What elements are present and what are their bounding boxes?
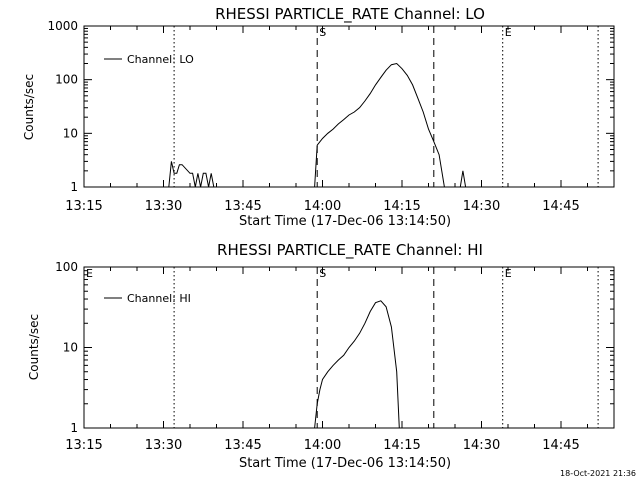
legend: Channel: LO: [104, 53, 194, 66]
y-axis-label: Counts/sec: [22, 74, 36, 140]
series-line: [314, 300, 400, 429]
legend-label: Channel: HI: [127, 292, 191, 305]
legend: Channel: HI: [104, 292, 191, 305]
x-axis-label: Start Time (17-Dec-06 13:14:50): [239, 456, 451, 471]
x-tick-label: 13:15: [65, 199, 102, 214]
x-tick-label: 14:45: [542, 199, 579, 214]
y-axis-label: Counts/sec: [27, 314, 41, 380]
y-tick-label: 1000: [47, 19, 78, 33]
generated-timestamp: 18-Oct-2021 21:36: [560, 469, 636, 478]
marker-label: E: [86, 267, 93, 280]
plot-border: [83, 25, 615, 188]
marker-label: S: [319, 267, 326, 280]
x-tick-label: 14:00: [304, 199, 341, 214]
chart-title: RHESSI PARTICLE_RATE Channel: HI: [217, 241, 483, 260]
y-tick-label: 100: [55, 73, 78, 87]
x-tick-label: 14:30: [463, 438, 500, 453]
chart-title: RHESSI PARTICLE_RATE Channel: LO: [215, 5, 485, 24]
x-tick-label: 13:45: [224, 438, 261, 453]
x-tick-label: 13:45: [224, 199, 261, 214]
plot-frame: 13:15 13:30 13:45 14:00 14:15 14:30 14:45 1 10 10…: [55, 260, 615, 453]
series-line: [314, 62, 467, 188]
y-tick-label: 1: [70, 421, 78, 435]
marker-label: E: [505, 267, 512, 280]
x-tick-label: 14:45: [542, 438, 579, 453]
marker-label: E: [505, 26, 512, 39]
legend-label: Channel: LO: [127, 53, 194, 66]
x-tick-label: 13:15: [65, 438, 102, 453]
chart-panel-hi: RHESSI PARTICLE_RATE Channel: HI 13:15 13…: [27, 241, 615, 471]
x-tick-label: 13:30: [145, 438, 182, 453]
x-tick-label: 13:30: [145, 199, 182, 214]
chart-panel-lo: RHESSI PARTICLE_RATE Channel: LO 13:15 13…: [22, 5, 615, 229]
marker-label: S: [319, 26, 326, 39]
y-tick-label: 10: [63, 341, 78, 355]
series-line: [168, 161, 215, 188]
plot-frame: 13:15 13:30 13:45 14:00 14:15 14:30 14:45 1 10 10…: [47, 19, 615, 214]
y-tick-label: 10: [63, 126, 78, 140]
x-tick-label: 14:00: [304, 438, 341, 453]
y-tick-label: 100: [55, 260, 78, 274]
x-axis-label: Start Time (17-Dec-06 13:14:50): [239, 214, 451, 229]
y-tick-label: 1: [70, 180, 78, 194]
x-tick-label: 14:15: [383, 438, 420, 453]
x-tick-label: 14:15: [383, 199, 420, 214]
x-tick-label: 14:30: [463, 199, 500, 214]
